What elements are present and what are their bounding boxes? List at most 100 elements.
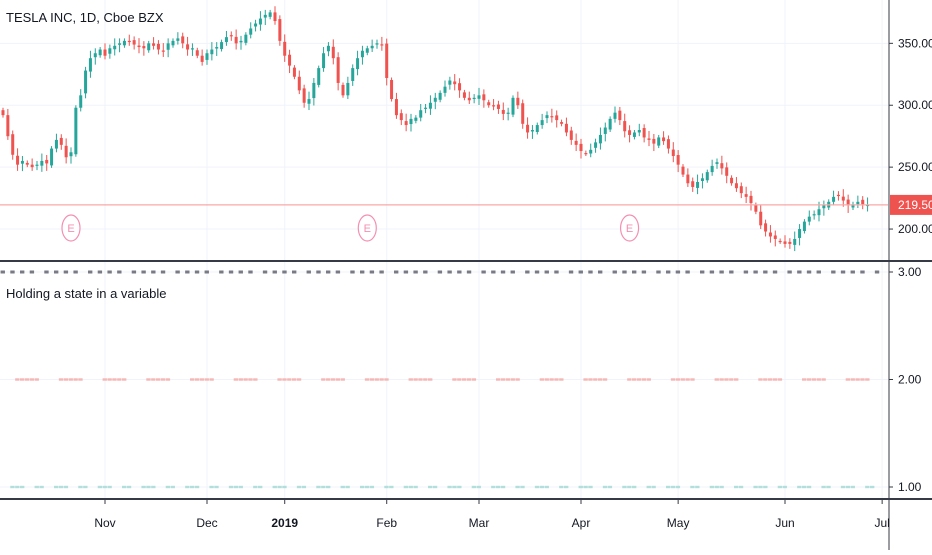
indicator-dash [806, 378, 812, 381]
indicator-dash [369, 378, 375, 381]
candle-body [273, 12, 277, 22]
indicator-dash [228, 270, 234, 274]
indicator-dash [408, 378, 413, 381]
candle-body [171, 40, 175, 46]
candle-body [812, 214, 816, 216]
candle-body [836, 194, 840, 197]
indicator-dash [165, 485, 171, 489]
indicator-dash [282, 270, 287, 274]
candle-body [195, 50, 199, 56]
candle-body [297, 76, 301, 91]
indicator-dash [413, 378, 418, 381]
candle-body [6, 115, 10, 137]
indicator-dash [719, 378, 724, 381]
indicator-dash [763, 270, 768, 274]
candle-body [569, 130, 573, 140]
candle-body [152, 43, 156, 46]
indicator-dash [228, 485, 234, 489]
x-tick-label: Dec [196, 516, 217, 530]
candle-body [181, 36, 185, 44]
indicator-dash [802, 378, 807, 381]
candle-body [122, 40, 126, 46]
indicator-dash [360, 270, 365, 274]
candle-body [526, 124, 530, 133]
indicator-dash [466, 378, 472, 381]
candle-body [453, 81, 457, 85]
indicator-dash [588, 270, 593, 274]
candle-body [215, 47, 219, 49]
candle-body [700, 178, 704, 182]
earnings-marker-circle[interactable] [357, 214, 377, 242]
indicator-dash [685, 270, 690, 274]
indicator-dash [122, 378, 127, 381]
candle-body [715, 162, 719, 164]
indicator-dash [544, 378, 549, 381]
candle-body [574, 140, 578, 145]
indicator-dash [588, 378, 593, 381]
indicator-dash [496, 485, 501, 489]
indicator-dash [782, 485, 787, 489]
candle-body [161, 50, 165, 52]
indicator-dash [316, 270, 321, 274]
candle-body [302, 88, 306, 103]
candle-body [759, 211, 763, 226]
indicator-dash [607, 485, 613, 489]
indicator-dash [874, 270, 880, 274]
candle-body [467, 97, 471, 101]
candle-body [360, 50, 364, 58]
indicator-dash [165, 378, 171, 381]
indicator-dash [340, 378, 345, 381]
indicator-dash [170, 485, 175, 489]
indicator-dash [185, 485, 190, 489]
indicator-dash [515, 378, 520, 381]
indicator-dash [447, 485, 452, 489]
candle-body [477, 95, 481, 99]
indicator-dash [850, 485, 855, 489]
indicator-dash [204, 378, 209, 381]
candle-body [98, 49, 102, 56]
indicator-dash [525, 270, 530, 274]
indicator-dash [539, 378, 545, 381]
indicator-dash [20, 485, 25, 489]
earnings-marker[interactable]: E [357, 214, 377, 242]
indicator-dash [632, 378, 637, 381]
indicator-dash [602, 485, 608, 489]
indicator-dash [34, 485, 39, 489]
candle-body [720, 163, 724, 169]
indicator-dash [598, 378, 603, 381]
candle-body [79, 95, 83, 108]
candle-body [288, 54, 292, 66]
candle-body [851, 204, 855, 208]
candle-body [482, 94, 486, 101]
indicator-dash [641, 270, 647, 274]
earnings-marker-circle[interactable] [61, 214, 81, 242]
earnings-marker[interactable]: E [619, 214, 640, 242]
indicator-dash [466, 270, 472, 274]
indicator-dash [622, 270, 627, 274]
indicator-dash [539, 485, 545, 489]
candle-body [739, 186, 743, 194]
indicator-dash [865, 485, 870, 489]
indicator-dash [510, 270, 515, 274]
indicator-dash [374, 378, 379, 381]
indicator-dash [840, 485, 846, 489]
indicator-dash [107, 485, 112, 489]
candle-body [866, 204, 870, 207]
earnings-marker-circle[interactable] [619, 214, 640, 242]
candle-body [113, 45, 117, 50]
indicator-dash [457, 485, 462, 489]
indicator-dash [564, 485, 569, 489]
candle-body [822, 205, 826, 209]
candle-body [764, 223, 768, 232]
candle-body [768, 232, 772, 237]
indicator-dash [321, 378, 326, 381]
indicator-dash [729, 378, 734, 381]
candle-body [642, 128, 646, 138]
candle-body [511, 97, 515, 115]
indicator-dash [777, 485, 783, 489]
indicator-dash [636, 378, 642, 381]
earnings-marker[interactable]: E [61, 214, 81, 242]
candle-body [458, 83, 462, 91]
indicator-dash [845, 485, 851, 489]
